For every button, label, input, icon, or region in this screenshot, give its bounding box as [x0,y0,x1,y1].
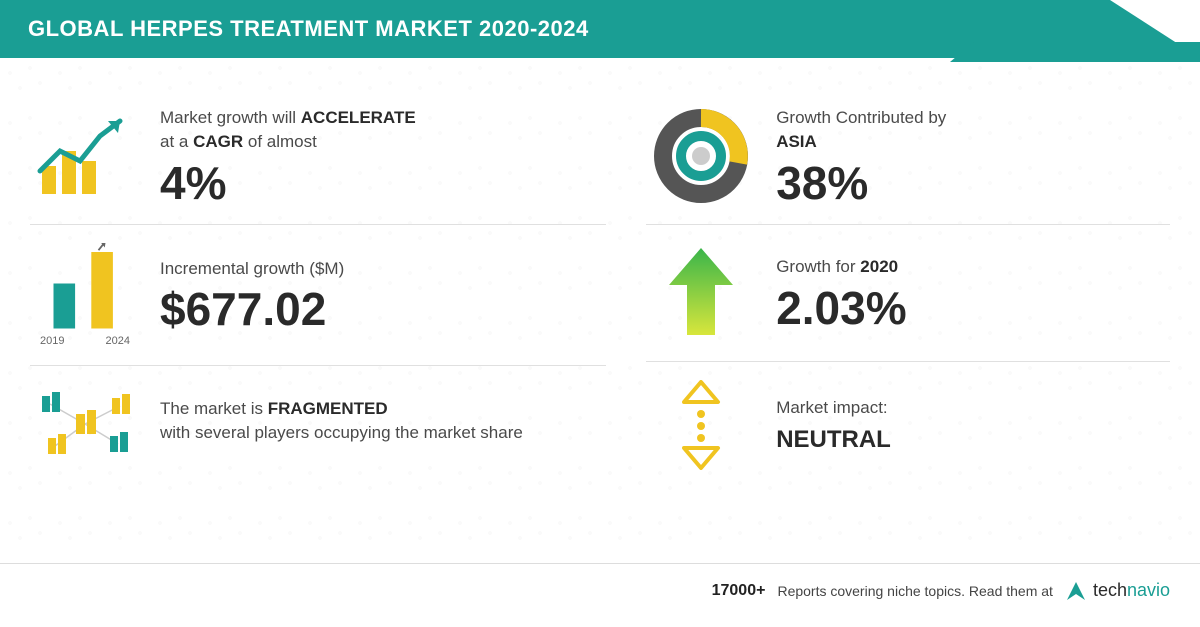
footer-count: 17000+ [712,582,766,600]
donut-icon [646,106,756,206]
right-column: Growth Contributed by ASIA 38% [646,88,1170,553]
frag-post: with several players occupying the marke… [160,423,523,442]
impact-text: Market impact: NEUTRAL [776,396,1170,454]
cagr-text: Market growth will ACCELERATE at a CAGR … [160,106,606,206]
asia-panel: Growth Contributed by ASIA 38% [646,88,1170,225]
cagr-lead-pre: Market growth will [160,108,301,127]
g2020-value: 2.03% [776,285,1170,331]
asia-text: Growth Contributed by ASIA 38% [776,106,1170,206]
neutral-arrows-icon [646,380,756,470]
g2020-pre: Growth for [776,257,860,276]
footer-text: Reports covering niche topics. Read them… [777,583,1052,599]
cagr-accelerate: ACCELERATE [301,108,416,127]
g2020-text: Growth for 2020 2.03% [776,255,1170,331]
up-arrow-icon [646,243,756,343]
impact-panel: Market impact: NEUTRAL [646,362,1170,488]
infographic-container: GLOBAL HERPES TREATMENT MARKET 2020-2024 [0,0,1200,627]
growth-2020-panel: Growth for 2020 2.03% [646,225,1170,362]
buildings-network-icon [30,384,140,464]
incremental-text: Incremental growth ($M) $677.02 [160,257,606,333]
cagr-lead-mid: at a [160,132,193,151]
asia-bold: ASIA [776,132,817,151]
logo-text: technavio [1093,580,1170,601]
g2020-bold: 2020 [860,257,898,276]
incremental-panel: 2019 2024 Incremental growth ($M) $677.0… [30,225,606,366]
frag-pre: The market is [160,399,268,418]
fragmented-panel: The market is FRAGMENTED with several pl… [30,366,606,482]
incremental-value: $677.02 [160,286,606,332]
incremental-lead: Incremental growth ($M) [160,257,606,281]
left-column: Market growth will ACCELERATE at a CAGR … [30,88,606,553]
cagr-word: CAGR [193,132,243,151]
frag-bold: FRAGMENTED [268,399,388,418]
page-title: GLOBAL HERPES TREATMENT MARKET 2020-2024 [28,16,589,42]
bar-label-2024: 2024 [106,335,130,347]
growth-chart-icon [30,111,140,201]
fragmented-text: The market is FRAGMENTED with several pl… [160,397,606,451]
bar-axis-labels: 2019 2024 [40,335,130,347]
bar-label-2019: 2019 [40,335,64,347]
cagr-value: 4% [160,160,606,206]
content-grid: Market growth will ACCELERATE at a CAGR … [0,58,1200,563]
asia-pre: Growth Contributed by [776,108,946,127]
asia-value: 38% [776,160,1170,206]
logo-mark-icon [1065,580,1087,602]
cagr-panel: Market growth will ACCELERATE at a CAGR … [30,88,606,225]
footer-bar: 17000+ Reports covering niche topics. Re… [0,563,1200,617]
impact-lead: Market impact: [776,396,1170,420]
bar-pair-icon: 2019 2024 [30,243,140,347]
impact-value: NEUTRAL [776,426,1170,454]
cagr-lead-post: of almost [243,132,317,151]
technavio-logo: technavio [1065,580,1170,602]
